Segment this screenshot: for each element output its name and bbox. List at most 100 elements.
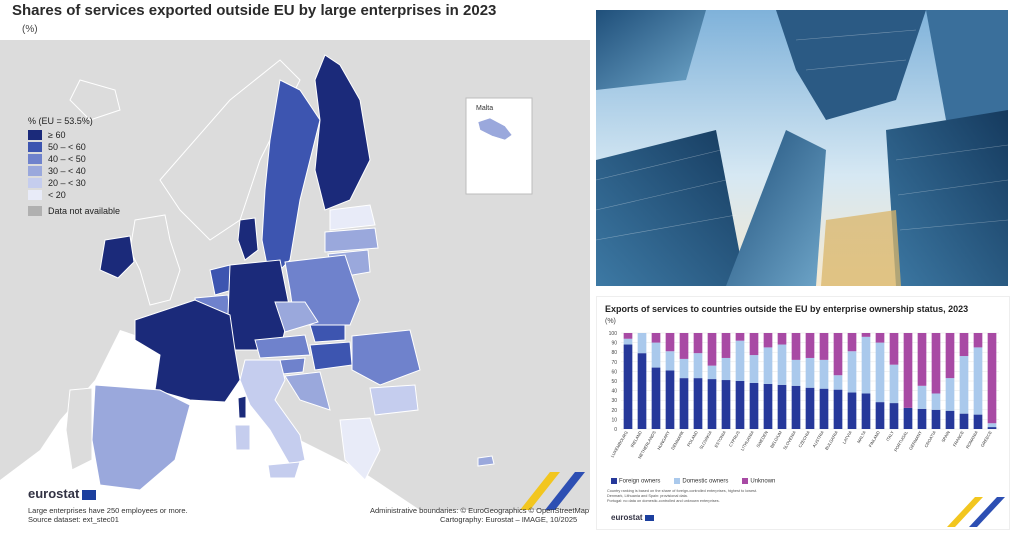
- chart-note: Portugal: no data on domestic-controlled…: [607, 499, 720, 503]
- x-tick-label: FINLAND: [868, 430, 881, 448]
- x-tick-label: SWEDEN: [755, 430, 769, 448]
- y-tick-label: 20: [611, 408, 617, 414]
- bar-segment: [623, 338, 633, 345]
- x-tick-label: PORTUGAL: [893, 429, 909, 452]
- bar-segment: [931, 409, 941, 429]
- bar-segment: [945, 378, 955, 411]
- legend-label: 40 – < 50: [48, 154, 86, 164]
- bar-segment: [847, 351, 857, 393]
- legend-label-na: Data not available: [48, 206, 121, 216]
- bulgaria-region: [369, 384, 419, 416]
- y-tick-label: 50: [611, 379, 617, 385]
- x-tick-label: SLOVAKIA: [698, 430, 713, 450]
- x-tick-label: LUXEMBOURG: [610, 430, 629, 458]
- legend-swatch: [28, 178, 42, 188]
- sardinia-region: [234, 424, 251, 451]
- legend-item: ≥ 60: [28, 129, 120, 141]
- bar-segment: [973, 414, 983, 429]
- legend-item: 30 – < 40: [28, 165, 120, 177]
- bar-segment: [707, 365, 717, 380]
- chart-title: Exports of services to countries outside…: [605, 304, 969, 314]
- footer-credits: Administrative boundaries: © EuroGeograp…: [370, 506, 589, 524]
- bar-segment: [693, 378, 703, 429]
- spain-region: [91, 384, 191, 491]
- footer-notes: Large enterprises have 250 employees or …: [28, 506, 188, 524]
- x-tick-label: ROMANIA: [965, 430, 979, 450]
- building-center: [726, 130, 826, 286]
- bar-segment: [805, 357, 815, 388]
- x-tick-label: BELGIUM: [769, 430, 783, 449]
- y-tick-label: 0: [614, 427, 617, 433]
- x-tick-label: HUNGARY: [656, 430, 671, 451]
- y-tick-label: 100: [609, 331, 618, 337]
- bar-segment: [707, 379, 717, 429]
- bar-segment: [889, 333, 899, 365]
- norway-region: [159, 59, 301, 241]
- malta-label: Malta: [476, 105, 493, 112]
- bar-segment: [917, 385, 927, 409]
- bar-segment: [693, 353, 703, 379]
- sicily-region: [267, 461, 301, 479]
- eu-flag-icon: [82, 489, 97, 500]
- italy-region: [239, 359, 306, 466]
- bar-segment: [987, 333, 997, 424]
- footnote-large-enterprises: Large enterprises have 250 employees or …: [28, 506, 188, 515]
- legend-swatch-unknown: [742, 478, 749, 484]
- bar-segment: [763, 333, 773, 348]
- romania-region: [351, 329, 421, 386]
- legend-label-unknown: Unknown: [750, 478, 776, 485]
- decor-yellow-stripe-icon: [520, 472, 560, 510]
- hungary-region: [309, 341, 353, 371]
- legend-label-foreign: Foreign owners: [619, 478, 661, 485]
- page-title: Shares of services exported outside EU b…: [12, 2, 497, 19]
- legend-swatch-domestic: [674, 478, 681, 484]
- corsica-region: [237, 395, 247, 419]
- y-tick-label: 10: [611, 417, 617, 423]
- legend-item: < 20: [28, 189, 120, 201]
- legend-swatch: [28, 154, 42, 164]
- chart-note: Denmark, Lithuania and Spain: provisiona…: [607, 494, 688, 498]
- building-far-right: [926, 10, 1008, 130]
- y-tick-label: 70: [611, 360, 617, 366]
- latvia-region: [324, 227, 379, 253]
- bar-segment: [763, 347, 773, 384]
- building-sunlit: [821, 210, 901, 286]
- building-top-left: [596, 10, 706, 90]
- bar-segment: [973, 347, 983, 415]
- legend-swatch: [28, 130, 42, 140]
- bar-segment: [665, 370, 675, 429]
- chart-legend-item: Domestic owners: [674, 478, 728, 485]
- y-tick-label: 30: [611, 398, 617, 404]
- bar-segment: [749, 382, 759, 429]
- bar-segment: [623, 344, 633, 429]
- slovakia-region: [309, 324, 346, 343]
- bar-segment: [875, 333, 885, 343]
- x-tick-label: BULGARIA: [824, 430, 839, 451]
- bar-segment: [805, 333, 815, 358]
- cyprus-region: [477, 455, 495, 467]
- bar-segment: [679, 378, 689, 429]
- bar-segment: [889, 364, 899, 404]
- bar-segment: [931, 393, 941, 410]
- bar-segment: [959, 356, 969, 414]
- chart-eurostat-logo: eurostat: [611, 513, 654, 522]
- malta-inset: [465, 97, 533, 195]
- bar-segment: [861, 336, 871, 394]
- logo-text: eurostat: [28, 486, 80, 501]
- legend-swatch-na: [28, 206, 42, 216]
- bar-segment: [987, 427, 997, 429]
- bar-segment: [721, 357, 731, 381]
- bar-segment: [623, 333, 633, 339]
- bar-segment: [651, 367, 661, 429]
- bar-segment: [637, 333, 647, 354]
- eu-flag-icon: [644, 514, 654, 521]
- eurostat-logo: eurostat: [28, 486, 97, 501]
- bar-segment: [875, 402, 885, 429]
- bar-segment: [973, 333, 983, 348]
- legend-swatch: [28, 142, 42, 152]
- bar-segment: [861, 333, 871, 337]
- bar-segment: [819, 333, 829, 360]
- legend-label: 20 – < 30: [48, 178, 86, 188]
- bar-segment: [763, 383, 773, 429]
- bar-segment: [833, 389, 843, 429]
